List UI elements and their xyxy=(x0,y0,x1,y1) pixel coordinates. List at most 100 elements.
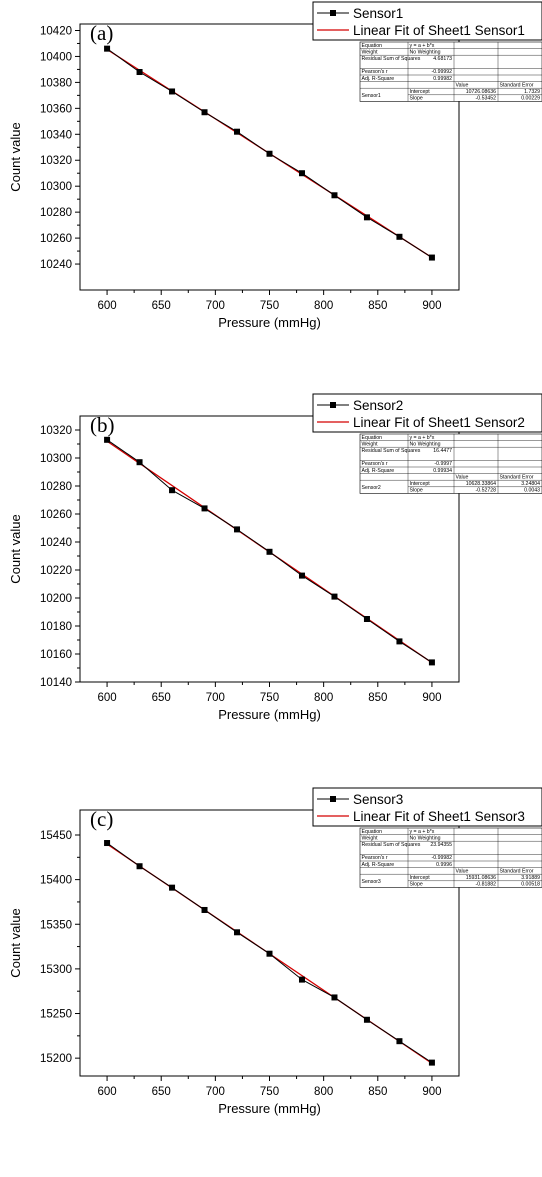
fit-table-param-value: 10726.08636 xyxy=(466,89,496,95)
fit-table-param: Intercept xyxy=(410,89,431,95)
fit-table-group: Sensor3 xyxy=(362,879,381,885)
fit-table-value: y = a + b*x xyxy=(410,829,435,835)
data-point xyxy=(363,1016,370,1023)
fit-table-value: y = a + b*x xyxy=(410,435,435,441)
legend-box xyxy=(312,393,542,433)
fit-table-key: Residual Sum of Squares xyxy=(362,56,421,62)
data-point xyxy=(104,436,111,443)
fit-table-value: 4.68173 xyxy=(433,56,452,62)
fit-table: Equation y = a + b*x Weight No WeightingRes… xyxy=(359,827,542,888)
y-tick-label: 10320 xyxy=(40,155,72,167)
legend-label-fit: Linear Fit of Sheet1 Sensor3 xyxy=(353,809,525,824)
legend-label-data: Sensor1 xyxy=(353,6,403,21)
x-tick-label: 600 xyxy=(97,1086,116,1098)
x-axis-label: Pressure (mmHg) xyxy=(218,1101,321,1116)
data-point xyxy=(266,150,273,157)
panel-label: (a) xyxy=(90,21,113,45)
fit-table-param-error: 0.00229 xyxy=(521,96,540,102)
fit-table-value: 16.4477 xyxy=(433,448,452,454)
legend-label-data: Sensor3 xyxy=(353,792,403,807)
data-point xyxy=(363,616,370,622)
fit-table-col-header: Standard Error xyxy=(500,82,534,88)
data-point xyxy=(169,88,176,95)
y-tick-label: 10280 xyxy=(40,207,72,219)
fit-table-param: Slope xyxy=(410,488,423,494)
fit-table-param-value: 15931.08636 xyxy=(466,875,496,881)
fit-table-value: -0.99992 xyxy=(432,69,453,75)
chart-svg-b: 600 650 700 750 800 850 900 10140 10160 10180 1020… xyxy=(8,393,542,722)
x-tick-label: 700 xyxy=(206,300,225,312)
y-tick-label: 10240 xyxy=(40,259,72,271)
data-point xyxy=(331,994,338,1001)
y-tick-label: 10340 xyxy=(40,129,72,141)
legend-box xyxy=(312,1,542,41)
x-tick-label: 650 xyxy=(152,692,171,704)
y-tick-label: 15450 xyxy=(40,830,72,842)
legend-label-data: Sensor2 xyxy=(353,398,403,413)
chart-svg-a: 600 650 700 750 800 850 900 10240 10260 10280 1030… xyxy=(8,1,542,330)
fit-table-key: Equation xyxy=(362,829,383,835)
y-tick-label: 15200 xyxy=(40,1053,72,1065)
y-tick-label: 10360 xyxy=(40,103,72,115)
x-tick-label: 650 xyxy=(152,1086,171,1098)
fit-table-col-header: Standard Error xyxy=(500,868,534,874)
y-tick-label: 10260 xyxy=(40,233,72,245)
chart-panel-a: 600 650 700 750 800 850 900 10240 10260 10280 1030… xyxy=(0,0,542,360)
fit-table-param-value: 10628.33864 xyxy=(466,481,496,487)
fit-table-col-header: Value xyxy=(456,474,469,480)
fit-table-param: Slope xyxy=(410,882,423,888)
fit-table-key: Equation xyxy=(362,43,383,49)
y-tick-label: 10380 xyxy=(40,77,72,89)
data-point xyxy=(201,109,208,116)
fit-table-group: Sensor1 xyxy=(362,93,381,99)
x-tick-label: 800 xyxy=(314,692,333,704)
data-point xyxy=(331,192,338,199)
legend-label-fit: Linear Fit of Sheet1 Sensor2 xyxy=(353,415,525,430)
panel-label: (b) xyxy=(90,413,115,437)
data-point xyxy=(234,929,241,936)
data-point xyxy=(234,526,241,533)
chart-panel-c: 600 650 700 750 800 850 900 15200 15250 15300 1535… xyxy=(0,786,542,1146)
fit-table-param: Slope xyxy=(410,96,423,102)
y-tick-label: 15300 xyxy=(40,964,72,976)
y-tick-label: 15250 xyxy=(40,1009,72,1021)
x-tick-label: 900 xyxy=(422,1086,441,1098)
data-point xyxy=(298,572,305,579)
y-tick-label: 10200 xyxy=(40,593,72,605)
data-point xyxy=(363,214,370,221)
y-axis-label: Count value xyxy=(8,514,23,583)
y-tick-label: 10420 xyxy=(40,25,72,37)
x-tick-label: 600 xyxy=(97,692,116,704)
data-point xyxy=(266,548,273,555)
y-tick-label: 15400 xyxy=(40,875,72,887)
y-tick-label: 10160 xyxy=(40,649,72,661)
y-tick-label: 15350 xyxy=(40,919,72,931)
fit-table-col-header: Standard Error xyxy=(500,474,534,480)
fit-table-value: No Weighting xyxy=(410,835,441,841)
fit-table-key: Weight xyxy=(362,49,379,55)
fit-table-value: No Weighting xyxy=(410,49,441,55)
fit-table-key: Adj. R-Square xyxy=(362,76,395,82)
data-point xyxy=(104,840,111,847)
x-tick-label: 750 xyxy=(260,300,279,312)
data-point xyxy=(234,128,241,135)
fit-table-value: -0.9997 xyxy=(434,461,452,467)
legend-marker xyxy=(330,10,336,16)
x-tick-label: 850 xyxy=(368,300,387,312)
y-tick-label: 10180 xyxy=(40,621,72,633)
fit-table-value: 0.99934 xyxy=(433,468,452,474)
fit-table-value: 23.94355 xyxy=(430,842,452,848)
fit-table-key: Pearson's r xyxy=(362,461,388,467)
fit-table-col-header: Value xyxy=(456,868,469,874)
x-tick-label: 650 xyxy=(152,300,171,312)
data-point xyxy=(266,950,273,957)
fit-table-border xyxy=(359,433,542,494)
legend-marker xyxy=(330,402,336,408)
fit-table-param-error: 3.24804 xyxy=(521,481,540,487)
y-axis-label: Count value xyxy=(8,122,23,191)
fit-table-border xyxy=(359,41,542,102)
fit-table: Equation y = a + b*x Weight No WeightingRes… xyxy=(359,433,542,494)
fit-table-key: Equation xyxy=(362,435,383,441)
y-axis-label: Count value xyxy=(8,908,23,977)
y-tick-label: 10220 xyxy=(40,565,72,577)
